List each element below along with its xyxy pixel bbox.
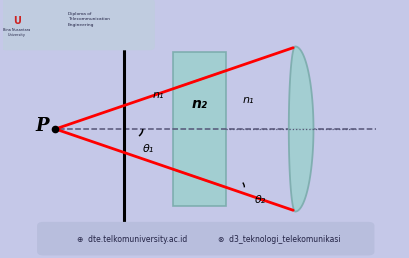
Text: n₁: n₁ (153, 90, 164, 100)
Text: θ₂: θ₂ (254, 195, 266, 205)
Text: U: U (13, 16, 21, 26)
Polygon shape (289, 46, 313, 212)
Text: θ₁: θ₁ (143, 144, 154, 154)
Text: ⊗  d3_teknologi_telekomunikasi: ⊗ d3_teknologi_telekomunikasi (218, 235, 340, 244)
Text: ⊕  dte.telkomuniversity.ac.id: ⊕ dte.telkomuniversity.ac.id (77, 235, 188, 244)
FancyBboxPatch shape (37, 222, 375, 255)
Text: n₁: n₁ (243, 95, 254, 105)
Text: Bina Nusantara
University: Bina Nusantara University (3, 28, 30, 37)
Text: Diploma of
Telecommunication
Engineering: Diploma of Telecommunication Engineering (67, 12, 110, 27)
Bar (173, 52, 226, 206)
FancyBboxPatch shape (0, 0, 155, 50)
Text: n₂: n₂ (191, 97, 207, 111)
Text: P: P (35, 117, 49, 135)
